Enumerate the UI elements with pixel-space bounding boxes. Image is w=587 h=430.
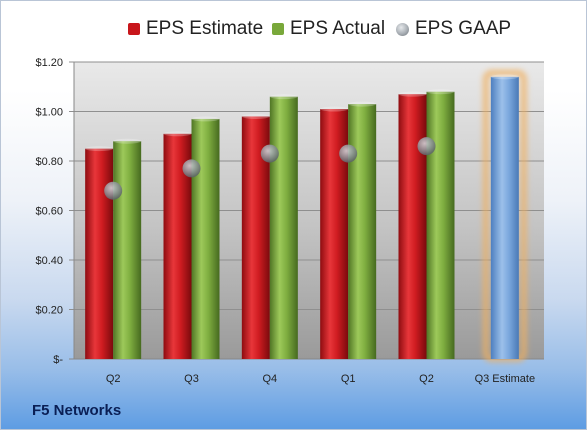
company-name: F5 Networks [32, 402, 122, 419]
gaap-points [104, 137, 436, 200]
legend-item-eps-gaap: EPS GAAP [396, 14, 511, 44]
y-tick-label: $1.00 [35, 107, 63, 119]
bar-eps-estimate-0 [85, 148, 114, 359]
bar-eps-actual-0 [113, 141, 142, 359]
bar-cap [398, 91, 427, 97]
legend: EPS Estimate EPS Actual EPS GAAP [0, 14, 587, 44]
x-tick-label: Q3 Estimate [475, 373, 536, 385]
gaap-point-3 [339, 144, 358, 163]
legend-swatch-eps-actual [272, 23, 284, 35]
bar-cap [191, 116, 220, 122]
gaap-point-0 [104, 181, 123, 200]
gaap-point-2 [260, 144, 279, 163]
gridlines [69, 61, 544, 360]
bar-cap [85, 146, 114, 152]
x-tick-label: Q1 [341, 373, 356, 385]
y-tick-label: $- [53, 354, 63, 366]
bar-cap [426, 89, 455, 95]
gaap-point-1 [182, 159, 201, 178]
bar-estimate-5 [490, 76, 519, 359]
bar-cap [490, 74, 519, 80]
bar-cap [269, 94, 298, 100]
y-tick-label: $0.80 [35, 156, 63, 168]
bar-cap [163, 131, 192, 137]
x-tick-label: Q3 [184, 373, 199, 385]
y-tick-label: $0.20 [35, 305, 63, 317]
bar-eps-actual-1 [191, 118, 220, 359]
y-axis-ticks: $- $0.20 $0.40 $0.60 $0.80 $1.00 $1.20 [35, 57, 63, 366]
bar-eps-estimate-4 [398, 94, 427, 360]
x-tick-label: Q2 [419, 373, 434, 385]
y-tick-label: $0.60 [35, 206, 63, 218]
legend-label-eps-actual: EPS Actual [290, 18, 386, 39]
x-tick-label: Q4 [262, 373, 277, 385]
bar-cap [320, 106, 349, 112]
x-axis-ticks: Q2 Q3 Q4 Q1 Q2 Q3 Estimate [106, 373, 535, 385]
y-tick-label: $0.40 [35, 255, 63, 267]
legend-label-eps-estimate: EPS Estimate [146, 18, 264, 39]
x-tick-label: Q2 [106, 373, 121, 385]
bar-cap [348, 101, 377, 107]
bar-eps-actual-4 [426, 91, 455, 359]
legend-item-eps-estimate: EPS Estimate [128, 14, 263, 44]
legend-swatch-eps-gaap [396, 22, 409, 36]
legend-item-eps-actual: EPS Actual [272, 14, 385, 44]
legend-swatch-eps-estimate [128, 23, 140, 35]
bar-eps-actual-2 [269, 96, 298, 360]
gaap-point-4 [417, 137, 436, 156]
legend-label-eps-gaap: EPS GAAP [415, 18, 512, 39]
bar-eps-actual-3 [348, 104, 377, 359]
bar-cap [241, 113, 270, 119]
bar-cap [113, 138, 142, 144]
y-tick-label: $1.20 [35, 57, 63, 69]
